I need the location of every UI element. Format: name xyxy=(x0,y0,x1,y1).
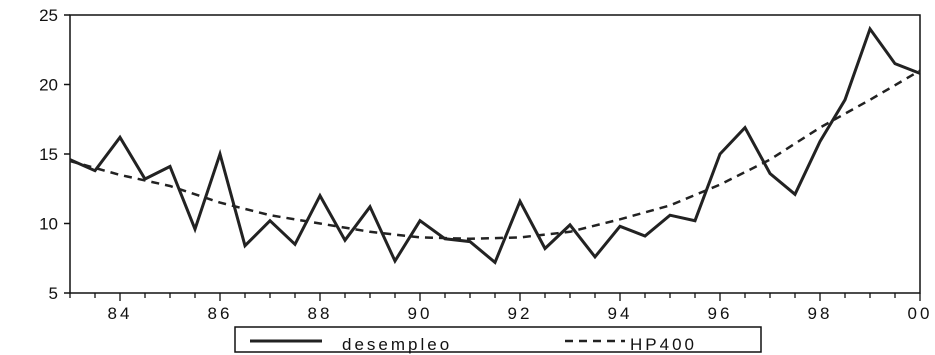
x-tick-label: 98 xyxy=(808,304,833,323)
series-layer xyxy=(69,25,921,265)
x-tick-label: 88 xyxy=(308,304,333,323)
legend: desempleo HP400 xyxy=(234,326,762,354)
y-tick-label: 25 xyxy=(39,6,58,25)
series-line-desempleo xyxy=(69,25,921,265)
x-tick-label: 94 xyxy=(608,304,633,323)
y-axis: 5 10 15 20 25 xyxy=(39,6,70,303)
y-tick-label: 5 xyxy=(49,284,58,303)
x-tick-label: 84 xyxy=(108,304,133,323)
legend-box xyxy=(234,326,762,353)
x-tick-label: 00 xyxy=(908,304,933,323)
y-tick-label: 20 xyxy=(39,76,58,95)
x-tick-label: 86 xyxy=(208,304,233,323)
y-tick-label: 10 xyxy=(39,215,58,234)
plot-frame xyxy=(69,14,921,294)
x-tick-label: 96 xyxy=(708,304,733,323)
legend-label-desempleo: desempleo xyxy=(342,335,452,354)
x-tick-label: 92 xyxy=(508,304,533,323)
y-tick-label: 15 xyxy=(39,145,58,164)
x-tick-label: 90 xyxy=(408,304,433,323)
series-line-hp400 xyxy=(69,69,921,241)
x-axis: 84 86 88 90 92 94 96 98 00 xyxy=(69,293,933,323)
legend-label-hp400: HP400 xyxy=(630,335,697,354)
